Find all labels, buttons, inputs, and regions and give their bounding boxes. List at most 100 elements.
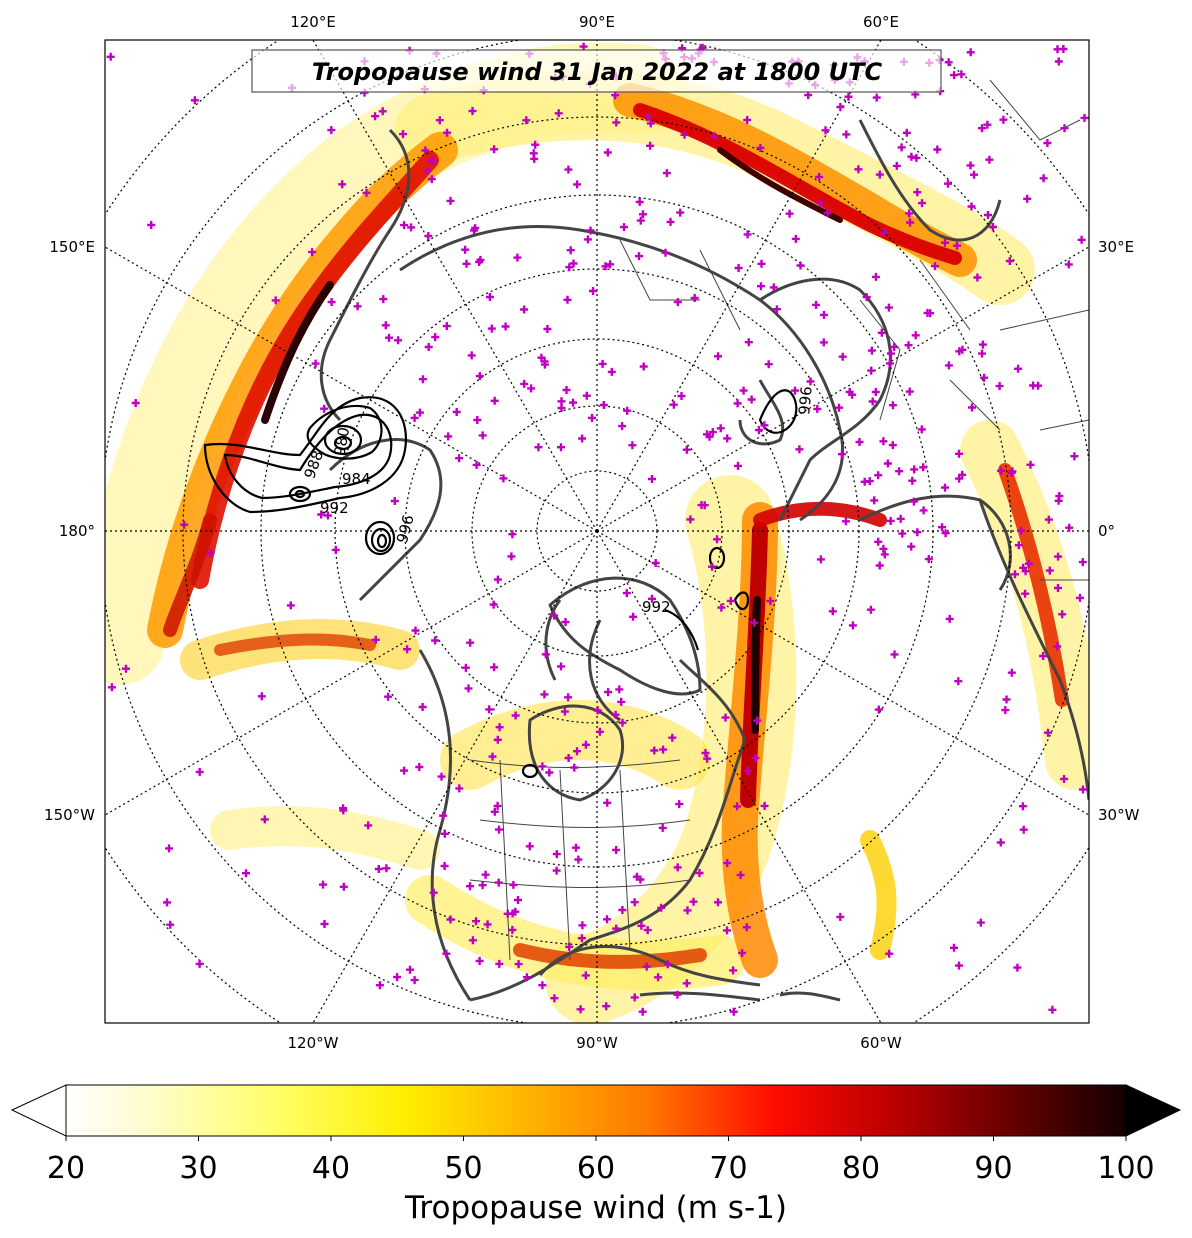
observation-marker xyxy=(311,359,320,368)
observation-marker xyxy=(581,740,590,749)
observation-marker xyxy=(490,807,499,816)
observation-marker xyxy=(828,607,837,616)
observation-marker xyxy=(147,221,156,229)
observation-marker xyxy=(966,161,975,170)
observation-marker xyxy=(1019,825,1028,834)
observation-marker xyxy=(734,461,742,470)
observation-marker xyxy=(572,843,580,852)
observation-marker xyxy=(131,399,140,407)
observation-marker xyxy=(1018,802,1027,811)
observation-marker xyxy=(754,426,763,435)
observation-marker xyxy=(887,349,895,358)
observation-marker xyxy=(353,302,362,311)
observation-marker xyxy=(769,283,778,292)
observation-marker xyxy=(860,477,869,486)
observation-marker xyxy=(659,745,668,754)
wind-band-conus xyxy=(440,700,710,790)
observation-marker xyxy=(909,497,918,506)
observation-marker xyxy=(427,175,436,184)
observation-marker xyxy=(550,611,559,620)
observation-marker xyxy=(757,282,765,291)
observation-marker xyxy=(666,217,675,226)
observation-marker xyxy=(622,589,631,598)
observation-marker xyxy=(589,287,597,295)
observation-marker xyxy=(902,128,911,137)
observation-marker xyxy=(617,697,626,706)
observation-marker xyxy=(970,170,978,179)
mslp-isobars xyxy=(203,389,798,779)
observation-marker xyxy=(955,474,964,483)
observation-marker xyxy=(374,865,383,873)
observation-marker xyxy=(612,924,621,933)
colorbar-label: Tropopause wind (m s-1) xyxy=(404,1190,787,1226)
observation-marker xyxy=(331,545,340,554)
observation-marker xyxy=(708,562,717,571)
observation-marker xyxy=(1053,642,1062,651)
observation-marker xyxy=(848,621,857,630)
observation-marker xyxy=(564,754,573,762)
observation-marker xyxy=(983,120,992,129)
observation-marker xyxy=(478,881,487,890)
coast-arctic-islands xyxy=(544,599,621,722)
observation-marker xyxy=(475,956,484,965)
observation-marker xyxy=(721,713,730,722)
coast-india xyxy=(858,119,1002,242)
observation-marker xyxy=(473,416,482,424)
observation-marker xyxy=(682,979,691,988)
lon-label-right: 0° xyxy=(1098,522,1115,540)
observation-marker xyxy=(905,209,914,218)
observation-marker xyxy=(734,264,743,272)
observation-marker xyxy=(446,915,455,924)
observation-marker xyxy=(1054,584,1062,592)
colorbar-tick-label: 50 xyxy=(444,1151,482,1186)
graticule xyxy=(105,40,1089,1023)
observation-marker xyxy=(866,605,875,614)
observation-marker xyxy=(764,360,773,369)
observation-marker xyxy=(890,650,899,659)
observation-marker xyxy=(760,801,769,810)
observation-marker xyxy=(1054,552,1063,561)
observation-marker xyxy=(540,357,549,366)
observation-marker xyxy=(871,272,880,281)
observation-marker xyxy=(618,422,627,431)
observation-marker xyxy=(648,594,656,603)
observation-marker xyxy=(870,496,879,505)
observation-marker xyxy=(1070,452,1079,461)
observation-marker xyxy=(1053,45,1062,54)
observation-marker xyxy=(560,707,569,716)
observation-marker xyxy=(650,746,659,755)
observation-marker xyxy=(739,386,748,395)
observation-marker xyxy=(1011,570,1019,579)
observation-marker xyxy=(713,535,721,544)
observation-marker xyxy=(557,397,566,406)
observation-marker xyxy=(999,115,1008,124)
coast-eurasia-arctic xyxy=(399,224,845,522)
observation-marker xyxy=(439,811,448,820)
observation-marker xyxy=(431,636,440,645)
observation-marker xyxy=(122,664,130,673)
observation-marker xyxy=(988,223,997,231)
observation-marker xyxy=(791,386,799,395)
observation-marker xyxy=(744,338,753,347)
observation-marker xyxy=(623,406,632,415)
observation-marker xyxy=(317,510,326,519)
observation-marker xyxy=(195,959,204,968)
observation-marker xyxy=(941,238,949,247)
observation-marker xyxy=(673,298,682,307)
observation-marker xyxy=(195,767,204,776)
observation-marker xyxy=(468,936,477,945)
observation-marker xyxy=(1002,695,1011,704)
observation-marker xyxy=(733,802,742,811)
observation-marker xyxy=(1043,139,1052,147)
colorbar-ticks: 20 30 40 50 60 70 80 90 100 xyxy=(47,1136,1155,1186)
observation-marker xyxy=(636,216,645,225)
observation-marker xyxy=(410,413,419,422)
observation-marker xyxy=(680,130,689,139)
jet-core-africa xyxy=(998,463,1069,707)
observation-marker xyxy=(886,516,895,525)
observation-marker xyxy=(958,345,967,354)
observation-marker xyxy=(586,226,595,235)
observation-marker xyxy=(607,367,616,376)
observation-marker xyxy=(875,170,884,179)
observation-marker xyxy=(565,942,574,951)
